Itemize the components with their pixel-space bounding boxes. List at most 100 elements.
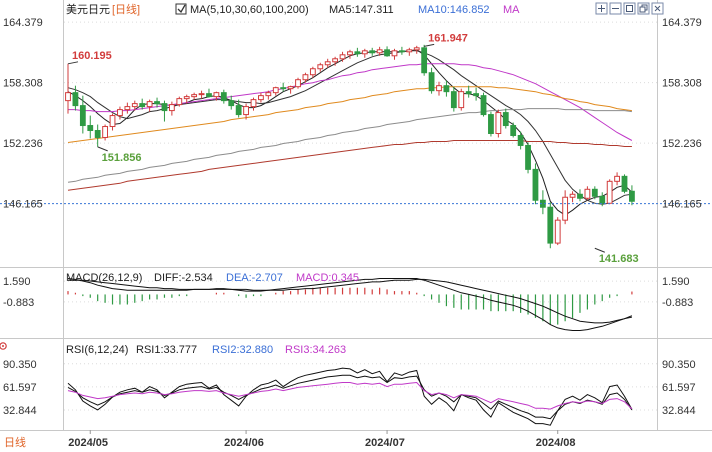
rsi-tick-label-right: 61.597 [662,382,696,394]
price-annotation-label: 151.856 [102,152,142,164]
candle-up [168,104,175,112]
candle-up [213,92,220,98]
candle-up [584,188,591,199]
price-annotation-label: 160.195 [72,50,112,62]
candle-up [406,49,413,53]
date-label: 2024/07 [365,437,405,449]
macd-panel [67,278,633,331]
rsi-tick-label-right: 90.350 [662,359,696,371]
candle-down [354,51,361,55]
candle-up [458,91,465,109]
candle-up [250,99,257,108]
candle-up [117,109,123,117]
candle-down [72,92,79,107]
candle-down [79,105,86,127]
ma-toggle-checkbox[interactable] [175,3,187,15]
date-axis-labels: 2024/05 2024/06 2024/07 2024/08 [68,430,575,449]
candle-up [495,112,502,135]
restore-icon[interactable] [637,2,650,15]
macd-line-dea [68,278,633,324]
date-label: 2024/08 [536,437,576,449]
candle-down [532,168,539,201]
candle-up [562,196,569,221]
maximize-icon[interactable] [623,2,636,15]
candle-up [436,85,442,92]
candle-up [146,101,153,108]
candle-down [517,134,524,146]
candle-down [480,95,487,116]
candle-up [339,54,346,60]
close-icon[interactable] [651,2,664,15]
candle-down [154,101,160,105]
annotation-pointer [97,146,108,152]
ma5-value: MA5:147.311 [329,4,394,16]
candle-down [220,92,227,102]
candle-up [198,93,205,96]
candle-down [488,114,494,134]
candle-down [161,103,168,112]
candle-up [65,92,71,102]
indicator-settings-icon[interactable] [0,342,7,350]
ma-params-label: MA(5,10,30,60,100,200) [190,4,309,16]
candle-down [591,188,598,197]
candle-up [309,68,316,76]
y-tick-label-right: 158.308 [662,78,702,90]
candle-down [421,47,428,74]
zoom-out-icon[interactable] [609,2,622,15]
ma-toggle-check-icon [177,4,186,14]
macd-dea-value: DEA:-2.707 [226,272,283,284]
ma-line-ma30 [68,63,633,141]
macd-params-label: MACD(26,12,9) [66,272,142,284]
candle-up [243,106,249,116]
candle-down [473,93,480,97]
candle-up [554,219,561,244]
rsi-line-rsi3 [67,381,633,410]
macd-diff-value: DIFF:-2.534 [154,272,213,284]
candle-up [376,49,383,54]
price-annotation-label: 161.947 [428,32,468,44]
y-tick-label-right: 146.165 [662,199,702,211]
candle-up [361,50,368,55]
rsi-params-label: RSI(6,12,24) [66,344,128,356]
candle-down [87,125,94,132]
candle-up [302,74,309,81]
y-tick-label: 158.308 [3,78,43,90]
y-tick-label: 164.379 [3,17,43,29]
candle-down [443,85,450,93]
period-label[interactable]: [日线] [112,2,140,16]
date-label: 2024/05 [68,437,108,449]
candle-up [102,126,108,138]
candle-down [206,93,212,98]
candle-up [131,103,138,108]
candle-up [124,106,131,111]
ma10-value: MA10:146.852 [418,4,490,16]
instrument-name: 美元日元 [66,3,110,16]
rsi2-value: RSI2:32.880 [212,344,273,356]
candle-down [599,195,606,204]
price-annotation-label: 141.683 [599,253,639,265]
candle-down [235,105,242,116]
rsi-tick-label: 32.844 [3,405,37,417]
candle-up [606,180,613,204]
candle-down [280,87,287,90]
candle-down [629,190,635,202]
candle-down [510,125,517,136]
price-annotations: 160.195 161.947 151.856 141.683 [67,32,639,265]
rsi-panel [67,367,633,426]
candle-down [525,144,531,170]
candle-up [258,95,264,101]
candle-up [317,64,324,70]
macd-tick-label-right: 1.590 [662,276,690,288]
zoom-in-icon[interactable] [595,2,608,15]
candle-up [109,115,116,128]
ma-more-label: MA [503,4,520,16]
candle-down [621,175,628,192]
candle-up [265,92,272,97]
candle-up [176,98,183,106]
footer-period-tab[interactable]: 日线 [4,435,26,449]
ma-line-ma10 [67,50,632,205]
rsi-line-rsi2 [67,374,633,420]
candle-down [450,91,457,109]
candle-down [547,206,554,244]
